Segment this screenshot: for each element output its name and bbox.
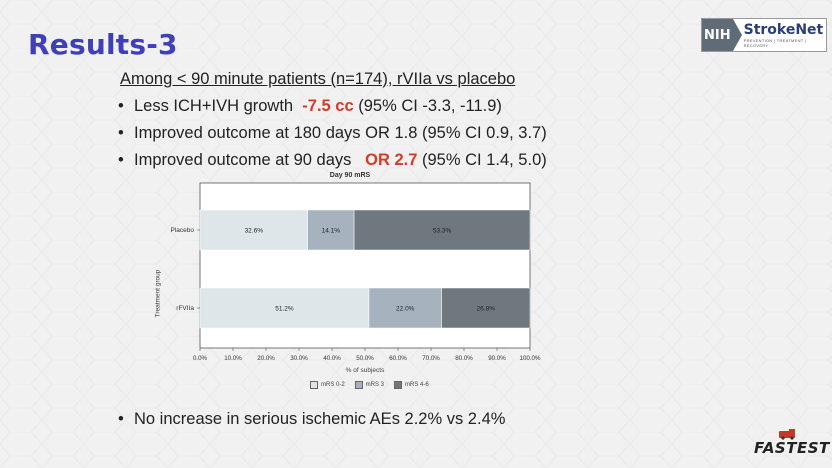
x-tick-label: 0.0%	[193, 355, 208, 362]
chart-plot: 32.6% 14.1% 53.3% Placebo 51.2% 22.0% 26.8% rFV…	[171, 182, 541, 362]
bullet-text: Improved outcome at 90 days	[134, 151, 352, 169]
bullet-highlight: -7.5 cc	[302, 97, 354, 115]
bar-data-label: 32.6%	[245, 228, 264, 235]
chart-x-axis-label: % of subjects	[345, 367, 385, 374]
legend-item: mRS 3	[354, 381, 385, 389]
bar-data-label: 53.3%	[433, 228, 452, 235]
bar-segment	[353, 209, 531, 251]
y-tick-label: rFVIIa	[176, 305, 194, 312]
bar-data-label: 22.0%	[396, 306, 415, 313]
bar-segment	[368, 287, 442, 329]
bullet-text-post: (95% CI -3.3, -11.9)	[358, 97, 502, 115]
bullet-item: • Improved outcome at 180 days OR 1.8 (95…	[118, 122, 547, 149]
logo-tagline: PREVENTION | TREATMENT | RECOVERY	[743, 37, 807, 48]
bar-segment	[441, 287, 531, 329]
bullet-text: Improved outcome at 180 days OR 1.8 (95%…	[134, 124, 547, 142]
logo-name: StrokeNet	[743, 21, 824, 38]
bullet-dot-icon: •	[118, 124, 124, 142]
bar-data-label: 14.1%	[322, 228, 341, 235]
x-tick-label: 60.0%	[389, 355, 407, 362]
chart-title: Day 90 mRS	[329, 172, 371, 179]
logo-arrow-icon	[732, 19, 742, 51]
bullet-item: • Less ICH+IVH growth -7.5 cc (95% CI -3.…	[118, 95, 547, 122]
bullet-list: • Less ICH+IVH growth -7.5 cc (95% CI -3.…	[118, 95, 547, 176]
x-tick-label: 30.0%	[290, 355, 308, 362]
bullet-text: Less ICH+IVH growth	[134, 97, 294, 115]
legend-item: mRS 4-6	[394, 381, 429, 389]
bullet-dot-icon: •	[118, 97, 124, 115]
x-tick-label: 70.0%	[422, 355, 440, 362]
legend-swatch	[354, 381, 363, 389]
legend-swatch	[394, 381, 403, 389]
bullet-highlight: OR 2.7	[365, 151, 418, 169]
bullet-item: • Improved outcome at 90 days OR 2.7 (95%…	[118, 149, 547, 176]
ambulance-icon	[779, 429, 795, 440]
y-tick-label: Placebo	[171, 227, 195, 234]
bullet-dot-icon: •	[118, 151, 124, 169]
logo-nih-text: NIH	[702, 19, 733, 51]
x-tick-label: 50.0%	[356, 355, 374, 362]
bullet-text: No increase in serious ischemic AEs 2.2%…	[134, 410, 506, 428]
mrs-chart: Day 90 mRS Treatment group 32.6% 14.1% 53.…	[150, 170, 550, 395]
bullet-item: • No increase in serious ischemic AEs 2.2…	[118, 410, 505, 429]
bar-data-label: 26.8%	[477, 306, 496, 313]
legend-swatch	[310, 381, 318, 389]
x-tick-label: 100.0%	[520, 355, 541, 362]
x-tick-label: 10.0%	[224, 355, 242, 362]
fastest-logo: FASTEST	[754, 439, 830, 457]
legend-label: mRS 0-2	[321, 382, 345, 388]
legend-label: mRS 3	[365, 382, 385, 388]
bar-segment	[307, 209, 355, 251]
strokenet-logo: NIH StrokeNet PREVENTION | TREATMENT | R…	[701, 18, 827, 52]
x-tick-label: 80.0%	[455, 355, 473, 362]
bar-data-label: 51.2%	[275, 306, 294, 313]
bullet-text-post: (95% CI 1.4, 5.0)	[422, 151, 547, 169]
x-tick-label: 90.0%	[488, 355, 506, 362]
legend-item: mRS 0-2	[310, 381, 345, 389]
slide-title: Results-3	[28, 28, 178, 61]
bullet-dot-icon: •	[118, 410, 124, 428]
legend-label: mRS 4-6	[405, 382, 429, 388]
bar-segment	[199, 209, 308, 251]
results-subheading: Among < 90 minute patients (n=174), rVII…	[120, 70, 516, 88]
x-tick-label: 40.0%	[323, 355, 341, 362]
chart-legend: mRS 0-2 mRS 3 mRS 4-6	[310, 381, 429, 389]
x-tick-label: 20.0%	[257, 355, 275, 362]
